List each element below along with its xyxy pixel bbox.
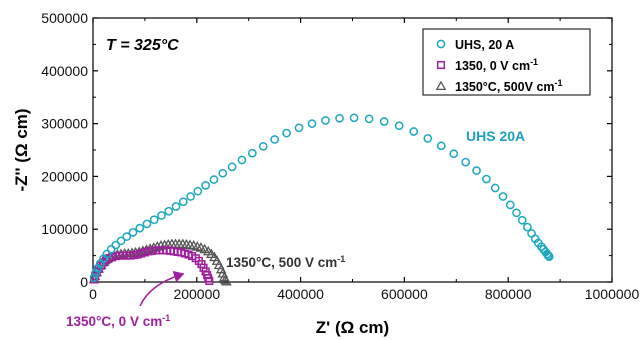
data-point-circle	[122, 232, 132, 241]
data-point-circle	[321, 116, 330, 125]
superscript: -1	[162, 313, 170, 323]
data-point-circle	[247, 148, 257, 158]
data-point-circle	[512, 208, 521, 218]
x-tick-label: 0	[89, 286, 97, 302]
data-marks	[88, 113, 554, 286]
data-point-circle	[227, 162, 237, 172]
field-0-curve-label: 1350°C, 0 V cm-1	[66, 313, 170, 329]
data-point-circle	[461, 157, 470, 167]
data-point-circle	[436, 141, 446, 151]
temperature-annotation: T = 325°C	[106, 37, 179, 54]
uhs-curve-label: UHS 20A	[466, 128, 525, 144]
data-point-circle	[178, 197, 188, 207]
data-point-circle	[91, 268, 100, 278]
x-tick-label: 600000	[381, 286, 428, 302]
legend-box	[422, 28, 591, 96]
data-point-circle	[282, 128, 291, 138]
legend-superscript: -1	[555, 78, 563, 88]
data-point-circle	[128, 228, 138, 237]
data-point-circle	[335, 113, 344, 123]
data-point-square	[205, 276, 214, 285]
series-circle	[89, 113, 554, 283]
data-point-circle	[482, 174, 491, 184]
x-tick-label: 400000	[277, 286, 324, 302]
data-point-circle	[423, 134, 433, 143]
data-point-circle	[218, 168, 228, 178]
data-point-circle	[157, 211, 166, 220]
data-point-circle	[394, 121, 404, 131]
x-axis-title: Z' (Ω cm)	[316, 318, 389, 337]
data-point-circle	[142, 219, 152, 229]
data-point-circle	[543, 251, 553, 260]
data-point-triangle	[152, 241, 163, 251]
data-point-circle	[523, 222, 532, 232]
temperature-symbol: T	[106, 37, 117, 54]
y-tick-label: 100000	[41, 221, 88, 237]
data-point-triangle	[435, 80, 447, 91]
data-point-circle	[237, 155, 247, 165]
legend-label: 1350°C, 500V cm-1	[455, 78, 563, 94]
data-point-circle	[409, 127, 419, 136]
legend-label: UHS, 20 A	[455, 38, 514, 52]
data-point-circle	[209, 175, 219, 184]
data-point-circle	[116, 236, 126, 246]
x-tick-label: 200000	[173, 286, 220, 302]
data-point-circle	[490, 183, 500, 193]
data-point-circle	[294, 123, 304, 133]
data-point-circle	[201, 181, 210, 190]
temperature-value: = 325°C	[116, 37, 179, 54]
data-point-circle	[149, 215, 159, 225]
y-tick-label: 400000	[41, 63, 88, 79]
data-point-circle	[89, 273, 99, 283]
data-point-circle	[135, 223, 145, 233]
data-point-circle	[258, 141, 268, 151]
y-tick-label: 500000	[41, 10, 88, 26]
data-point-circle	[193, 186, 203, 196]
y-axis-title: -Z'' (Ω cm)	[12, 108, 31, 191]
x-tick-label: 1000000	[585, 286, 640, 302]
data-point-circle	[171, 202, 181, 211]
data-point-circle	[472, 166, 481, 175]
data-point-circle	[498, 192, 508, 201]
data-point-circle	[349, 113, 359, 123]
data-point-circle	[111, 240, 121, 250]
data-point-triangle	[221, 275, 232, 286]
data-point-circle	[379, 117, 389, 126]
legend-label: 1350, 0 V cm-1	[455, 57, 538, 73]
labels: 0 200000 400000 600000 800000 1000000 0 100000 2…	[12, 10, 639, 337]
data-point-circle	[270, 135, 279, 144]
data-point-circle	[307, 119, 317, 128]
y-tick-label: 300000	[41, 116, 88, 132]
legend-superscript: -1	[530, 57, 538, 67]
annotation-arrow	[139, 270, 185, 307]
field-500-curve-label: 1350°C, 500 V cm-1	[226, 254, 345, 270]
data-point-circle	[186, 192, 195, 201]
data-point-circle	[93, 263, 103, 273]
legend: UHS, 20 A 1350, 0 V cm-1 1350°C, 500V cm-1	[422, 28, 591, 96]
data-point-circle	[505, 200, 515, 210]
y-tick-label: 0	[80, 274, 88, 290]
data-point-circle	[164, 206, 174, 216]
superscript: -1	[337, 254, 345, 264]
data-point-circle	[364, 114, 374, 124]
x-tick-label: 800000	[485, 286, 532, 302]
data-point-circle	[106, 244, 116, 254]
y-tick-label: 200000	[41, 168, 88, 184]
data-point-square	[436, 60, 446, 70]
data-point-circle	[517, 215, 527, 225]
data-point-circle	[436, 39, 446, 49]
axes	[92, 17, 613, 283]
data-point-circle	[449, 149, 459, 159]
data-point-circle	[544, 252, 554, 262]
